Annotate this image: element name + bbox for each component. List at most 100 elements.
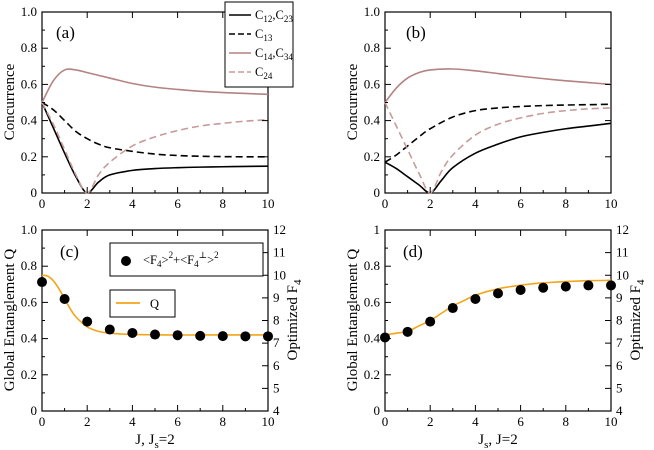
y-tick-label: 1.0 [21,222,37,237]
data-point-f4-2-f4perp-2 [515,284,526,295]
series-line-c14-c34 [41,68,269,103]
x-tick-label: 10 [262,414,275,429]
y-tick-label: 0 [31,403,38,418]
y-tick-label: 0 [374,403,381,418]
x-tick-label: 2 [427,196,434,211]
x-tick-label: 10 [605,414,618,429]
data-point-f4-2-f4perp-2 [380,332,390,343]
data-point-f4-2-f4perp-2 [470,294,481,305]
y2-tick-label: 9 [616,290,623,305]
data-point-f4-2-f4perp-2 [606,280,616,291]
y2-tick-label: 4 [616,403,623,418]
y-tick-label: 0.2 [21,367,37,382]
data-point-f4-2-f4perp-2 [172,330,183,341]
y-tick-label: 0.6 [21,294,38,309]
y2-tick-label: 10 [273,267,286,282]
data-point-f4-2-f4perp-2 [560,281,571,292]
x-tick-label: 8 [220,414,227,429]
panel-d-ticks: 0 2 4 6 8 10 0 0.2 0.4 0.6 0.8 1 4 5 6 7 8 9 10 11 12 [364,222,629,429]
legend-label-c13: C13 [255,27,273,43]
panel-d-ylabel2: Optimized F4 [628,279,647,360]
legend-label-c24: C24 [255,65,273,81]
y-tick-label: 0 [31,185,38,200]
y-tick-label: 0.4 [364,113,381,128]
panel-b-ticks: 0 2 4 6 8 10 0 0.2 0.4 0.6 0.8 1.0 [364,4,618,211]
y-tick-label: 0.6 [364,294,381,309]
panel-b-ylabel: Concurrence [345,63,361,140]
y2-tick-label: 6 [273,358,280,373]
x-tick-label: 0 [382,414,389,429]
panel-b: 0 2 4 6 8 10 0 0.2 0.4 0.6 0.8 1.0 (b) Concurrence [345,4,618,211]
data-point-f4-2-f4perp-2 [493,288,503,299]
data-point-f4-2-f4perp-2 [263,331,273,342]
y-tick-label: 0.4 [364,331,381,346]
series-line-c24 [41,102,269,194]
y2-tick-label: 7 [616,335,623,350]
data-point-f4-2-f4perp-2 [59,294,70,305]
series-line-c13 [384,103,612,163]
x-tick-label: 8 [563,414,570,429]
y2-tick-label: 5 [616,380,623,395]
legend-label-f4: <F4>2+<F4⊥>2 [143,250,219,269]
y-tick-label: 1.0 [364,4,380,19]
panel-d-series [380,279,616,343]
legend-label-q: Q [150,297,159,311]
legend-label-c14: C14,C34 [255,46,293,62]
data-point-f4-2-f4perp-2 [82,316,93,327]
x-tick-label: 8 [563,196,570,211]
legend-box-markers [109,242,264,277]
data-point-f4-2-f4perp-2 [240,331,251,342]
x-tick-label: 0 [39,196,46,211]
panel-c-xlabel: J, Js=2 [135,432,174,450]
panel-a-legend: C12,C23 C13 C14,C34 C24 [224,1,294,88]
y2-tick-label: 9 [273,290,280,305]
y-tick-label: 0.4 [21,113,38,128]
data-point-f4-2-f4perp-2 [447,303,458,314]
y2-tick-label: 6 [616,358,623,373]
series-line-c14-c34 [384,68,612,103]
series-line-q [41,274,268,336]
panel-c-legend: <F4>2+<F4⊥>2 Q [109,242,264,318]
y2-tick-label: 7 [273,335,280,350]
y-tick-label: 0.6 [21,76,38,91]
panel-c-ylabel2: Optimized F4 [285,279,304,360]
y-tick-label: 0 [374,185,381,200]
series-line-c12-c23 [384,122,612,194]
data-point-f4-2-f4perp-2 [150,329,160,340]
x-tick-label: 6 [517,414,524,429]
y-tick-label: 0.2 [364,149,380,164]
data-point-f4-2-f4perp-2 [217,331,228,342]
panel-b-label: (b) [406,23,426,42]
x-tick-label: 2 [427,414,434,429]
y-tick-label: 0.8 [21,258,37,273]
series-line-c12-c23 [41,102,269,194]
y-tick-label: 1.0 [21,4,37,19]
panel-a-ylabel: Concurrence [2,63,18,140]
x-tick-label: 2 [84,196,91,211]
series-line-c24 [384,102,612,194]
y2-tick-label: 8 [616,313,623,328]
x-tick-label: 4 [129,414,136,429]
panel-c-series [37,274,273,342]
x-tick-label: 6 [174,414,181,429]
legend-marker-dot [121,256,131,266]
x-tick-label: 10 [262,196,275,211]
data-point-f4-2-f4perp-2 [127,327,138,338]
x-tick-label: 0 [39,414,46,429]
legend-label-c12: C12,C23 [255,8,293,24]
x-tick-label: 6 [517,196,524,211]
y2-tick-label: 10 [616,267,629,282]
y-tick-label: 0.8 [364,40,380,55]
x-tick-label: 4 [472,196,479,211]
panel-a-series [41,68,269,194]
y-tick-label: 0.8 [364,258,380,273]
y-tick-label: 0.4 [21,331,38,346]
data-point-f4-2-f4perp-2 [37,277,47,288]
panel-d-xlabel: Js, J=2 [478,432,517,450]
y-tick-label: 0.6 [364,76,381,91]
y-tick-label: 1 [374,222,381,237]
x-tick-label: 10 [605,196,618,211]
x-tick-label: 0 [382,196,389,211]
